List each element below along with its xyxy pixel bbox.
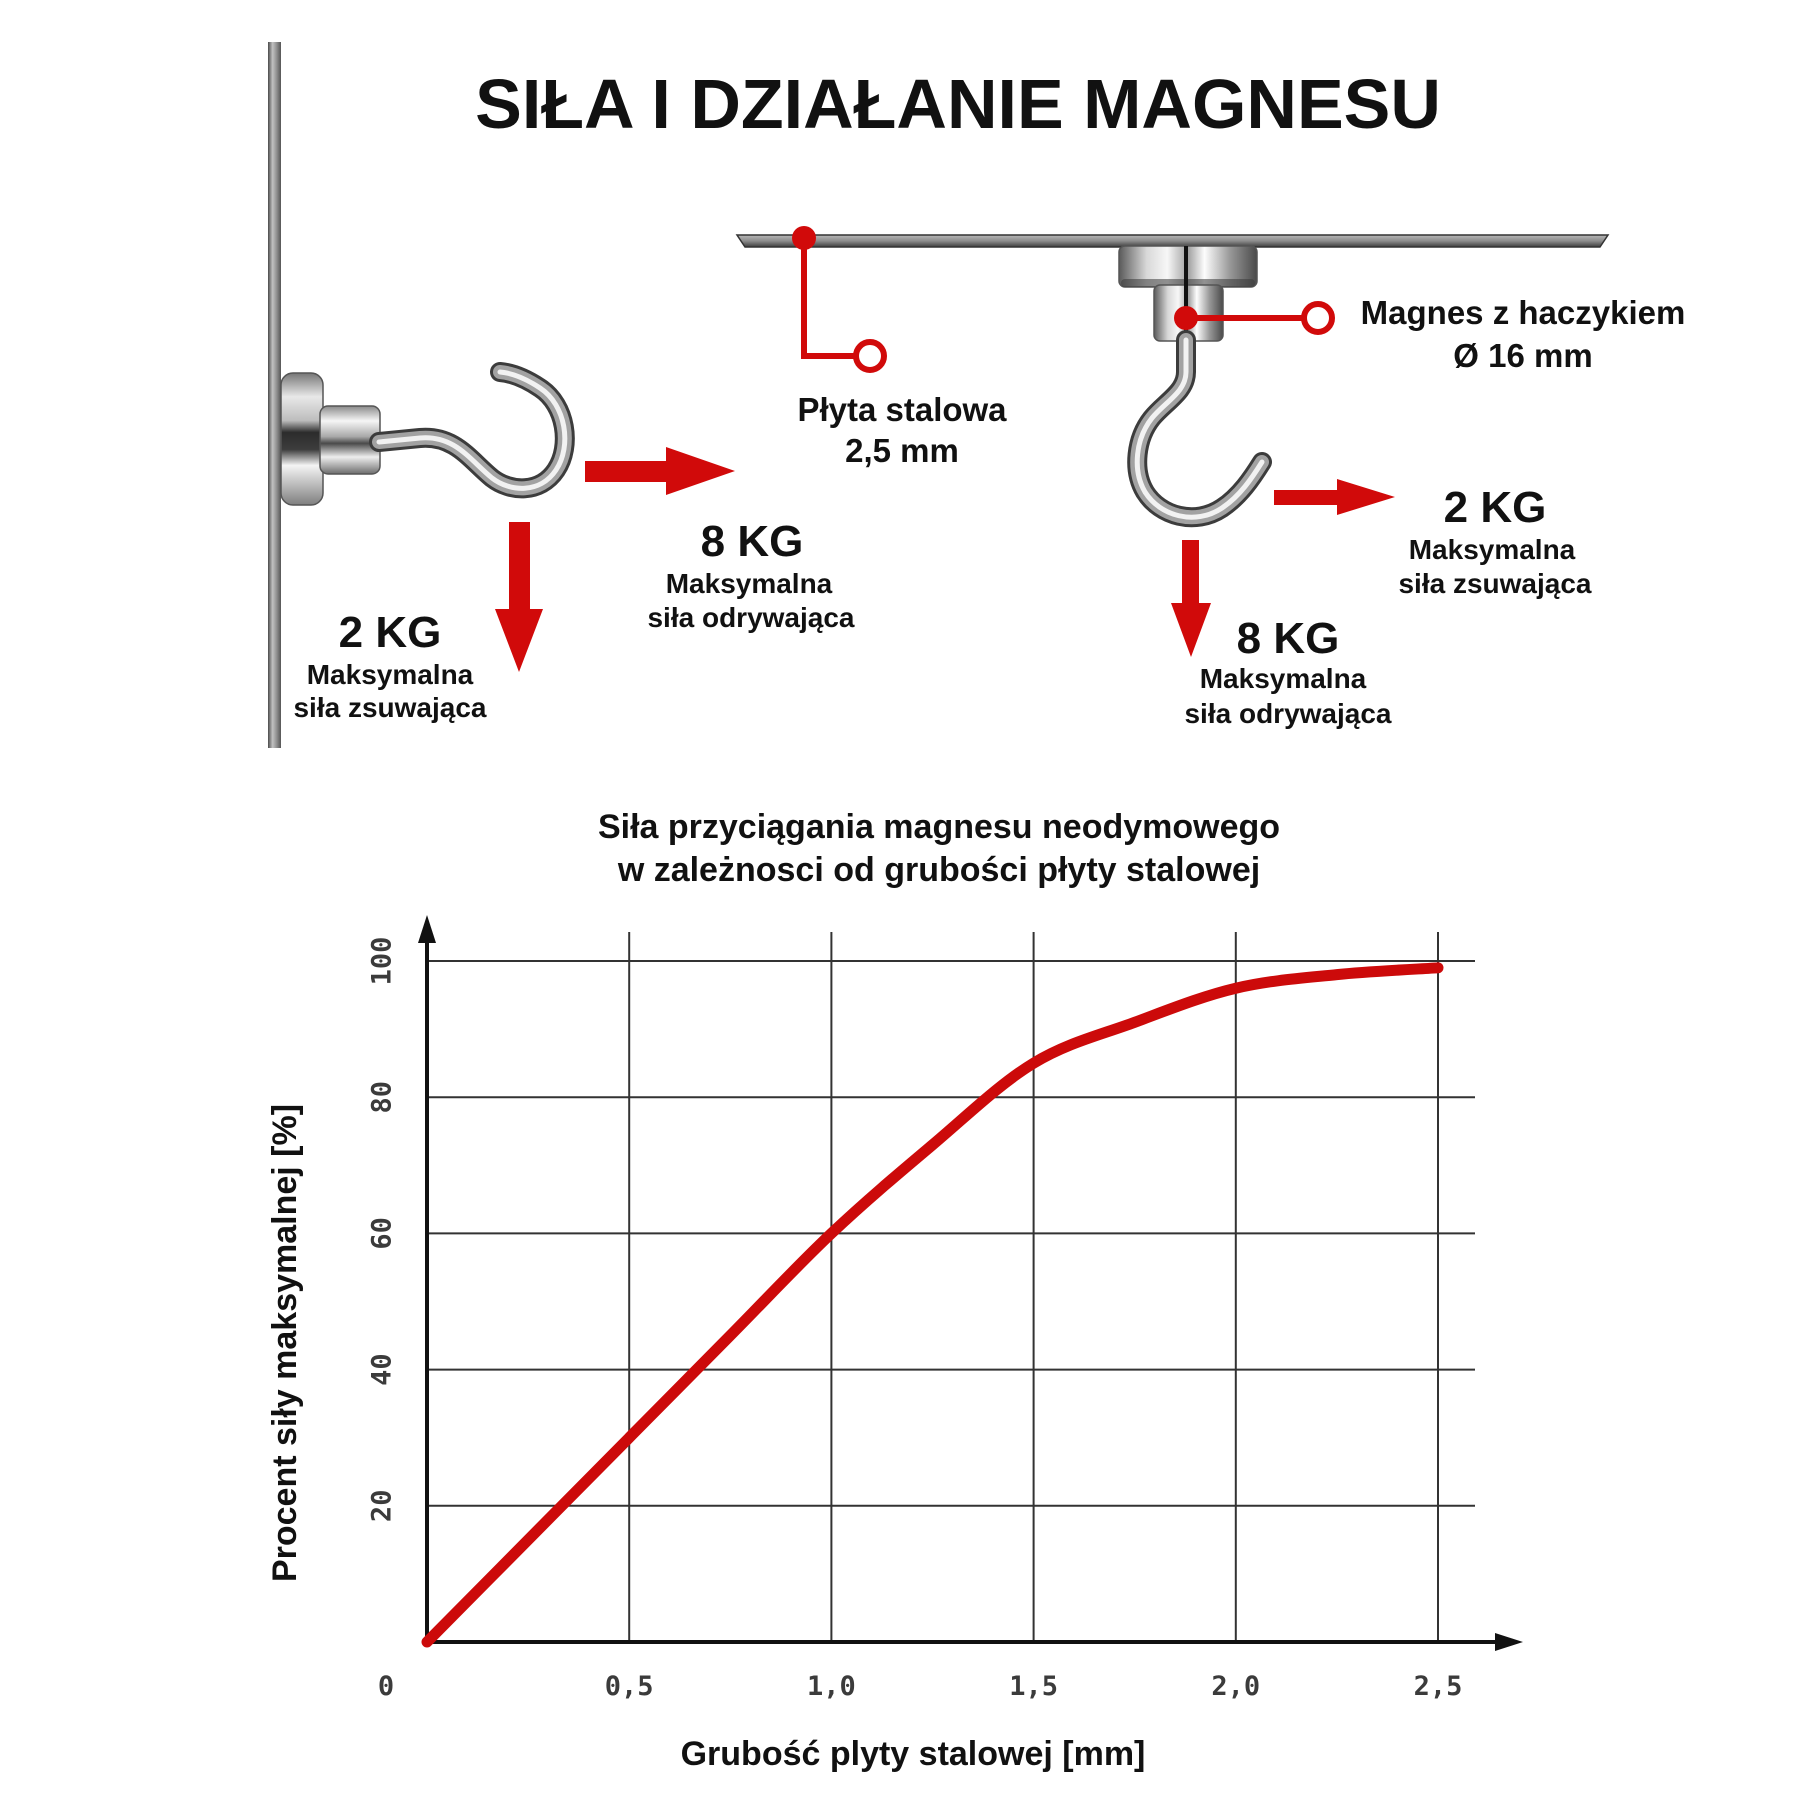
x-tick-label: 1,5 — [1009, 1671, 1058, 1702]
chart-title-line1: Siła przyciągania magnesu neodymowego — [598, 808, 1280, 846]
x-tick-label: 2,5 — [1414, 1671, 1463, 1702]
page-title: SIŁA I DZIAŁANIE MAGNESU — [475, 65, 1441, 143]
chart-grid — [427, 932, 1475, 1642]
magnet-callout-ring — [1301, 301, 1335, 335]
slide-force-arrow-down — [495, 522, 543, 672]
y-axis-arrowhead — [418, 915, 436, 943]
pull-force-arrow-right — [585, 447, 735, 495]
plate-callout-line — [801, 238, 856, 359]
magnet-label-line1: Magnes z haczykiem — [1361, 294, 1686, 331]
ceiling-slide-force-line2: siła zsuwająca — [1398, 568, 1591, 599]
wall-slide-force-value: 2 KG — [339, 608, 442, 657]
wall-slide-force-line2: siła zsuwająca — [293, 692, 486, 723]
x-tick-label: 2,0 — [1211, 1671, 1260, 1702]
x-tick-label: 1,0 — [807, 1671, 856, 1702]
chart-title-line2: w zależnosci od grubości płyty stalowej — [617, 851, 1260, 889]
ceiling-pull-force-line2: siła odrywająca — [1184, 698, 1391, 729]
plate-callout-dot — [792, 226, 816, 250]
force-chart: Siła przyciągania magnesu neodymowego w … — [266, 808, 1523, 1773]
origin-tick-label: 0 — [378, 1671, 394, 1702]
ceiling-pull-force-value: 8 KG — [1237, 614, 1340, 663]
y-tick-label: 60 — [367, 1217, 398, 1250]
ceiling-steel-plate — [735, 234, 1610, 248]
magnet-seam — [1184, 246, 1188, 341]
slide-force-arrow-right — [1274, 479, 1395, 515]
plate-label-line1: Płyta stalowa — [797, 391, 1007, 428]
magnet-cup — [280, 372, 324, 506]
hook-icon — [1127, 330, 1272, 528]
hook-icon — [369, 362, 575, 499]
chart-tick-labels: 0,5 1,0 1,5 2,0 2,5 20 40 60 80 100 0 — [367, 937, 1463, 1702]
plate-callout-ring — [853, 339, 887, 373]
y-tick-label: 80 — [367, 1081, 398, 1114]
ceiling-mount-illustration: Płyta stalowa 2,5 mm Magnes z haczykiem … — [735, 226, 1686, 729]
wall-slide-force-line1: Maksymalna — [307, 659, 474, 690]
wall-pull-force-line2: siła odrywająca — [647, 602, 854, 633]
ceiling-magnet-hook — [1118, 245, 1272, 528]
magnet-callout-dot — [1174, 306, 1198, 330]
plate-callout — [792, 226, 887, 373]
magnet-label-line2: Ø 16 mm — [1453, 337, 1592, 374]
x-axis-arrowhead — [1495, 1633, 1523, 1651]
series-line — [421, 962, 1444, 1648]
magnet-callout — [1174, 301, 1335, 335]
wall-mount-illustration: 2 KG Maksymalna siła zsuwająca 8 KG Maks… — [268, 42, 855, 748]
y-tick-label: 100 — [367, 937, 398, 986]
plate-label-line2: 2,5 mm — [845, 432, 959, 469]
wall-steel-plate — [268, 42, 281, 748]
y-axis-label: Procent siły maksymalnej [%] — [266, 1104, 304, 1582]
x-tick-label: 0,5 — [605, 1671, 654, 1702]
ceiling-slide-force-line1: Maksymalna — [1409, 534, 1576, 565]
y-tick-label: 40 — [367, 1353, 398, 1386]
y-tick-label: 20 — [367, 1490, 398, 1523]
wall-pull-force-line1: Maksymalna — [666, 568, 833, 599]
ceiling-slide-force-value: 2 KG — [1444, 483, 1547, 532]
ceiling-pull-force-line1: Maksymalna — [1200, 663, 1367, 694]
x-axis-label: Grubość plyty stalowej [mm] — [681, 1735, 1146, 1773]
wall-magnet-hook — [280, 362, 575, 506]
pull-force-arrow-down — [1171, 540, 1211, 657]
chart-axes — [418, 915, 1523, 1651]
wall-pull-force-value: 8 KG — [701, 517, 804, 566]
